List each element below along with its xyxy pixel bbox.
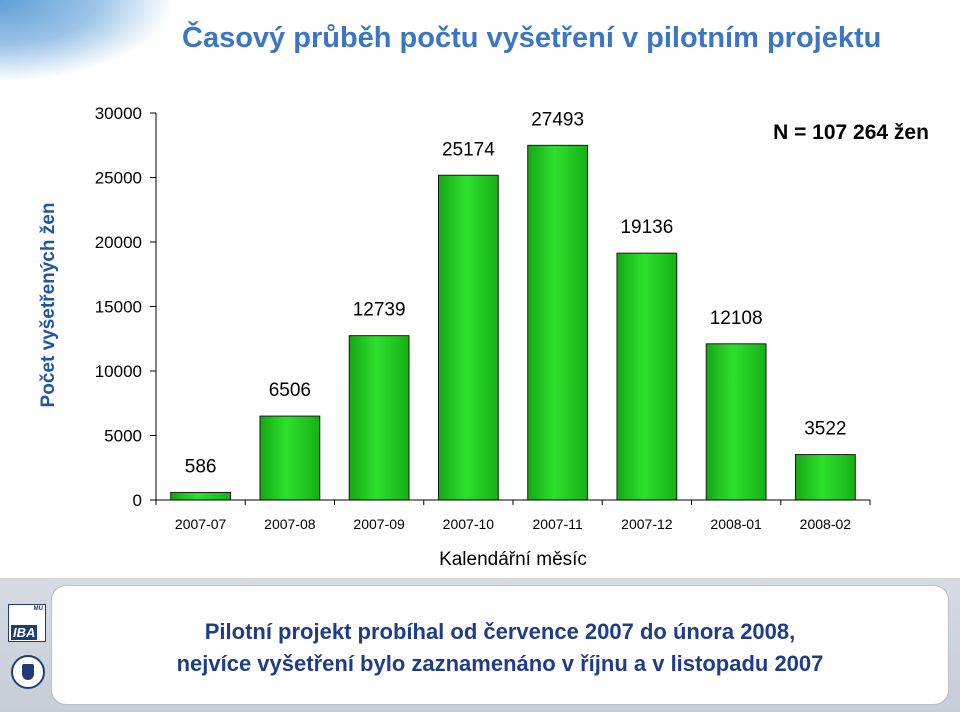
data-label-2008-02: 3522: [804, 419, 846, 440]
footer-panel: [52, 586, 948, 704]
x-axis-label: Kalendářní měsíc: [439, 549, 587, 570]
university-seal-icon: [11, 655, 45, 689]
y-tick-label: 20000: [95, 233, 142, 252]
data-label-2008-01: 12108: [710, 308, 763, 329]
data-label-2007-07: 586: [185, 456, 217, 477]
footer-line-2: nejvíce vyšetření bylo zaznamenáno v říj…: [176, 651, 824, 676]
data-labels: 586 6506 12739 25174 27493 19136 12108 3522: [185, 109, 847, 477]
y-tick-label: 10000: [95, 362, 142, 381]
bar-2007-11: [527, 144, 589, 501]
data-label-2007-11: 27493: [531, 109, 584, 130]
footer-summary: Pilotní projekt probíhal od července 200…: [52, 616, 948, 680]
y-tick-label: 15000: [95, 298, 142, 317]
y-axis: 0 5000 10000 15000 20000 25000 30000: [95, 104, 157, 510]
data-label-2007-09: 12739: [353, 300, 406, 321]
bar-2008-01: [705, 343, 767, 501]
bar-2007-07: [170, 491, 232, 501]
x-tick-label: 2007-10: [443, 516, 495, 532]
iba-logo: MU IBA: [8, 604, 46, 642]
x-tick-label: 2007-11: [532, 516, 583, 532]
y-tick-label: 25000: [95, 169, 142, 188]
y-tick-label: 0: [133, 491, 142, 510]
x-tick-label: 2008-02: [800, 516, 852, 532]
page-title: Časový průběh počtu vyšetření v pilotním…: [182, 22, 882, 54]
x-tick-label: 2007-07: [175, 516, 227, 532]
y-tick-label: 5000: [104, 427, 142, 446]
bars: [170, 144, 856, 501]
x-tick-label: 2007-12: [621, 516, 673, 532]
data-label-2007-12: 19136: [620, 217, 673, 238]
x-tick-label: 2007-08: [264, 516, 316, 532]
data-label-2007-08: 6506: [269, 380, 311, 401]
corner-decoration: [0, 0, 170, 80]
x-axis: 2007-07 2007-08 2007-09 2007-10 2007-11 2007-…: [155, 499, 871, 532]
y-axis-label: Počet vyšetřených žen: [38, 203, 59, 408]
y-tick-label: 30000: [95, 104, 142, 123]
bar-2008-02: [794, 454, 856, 501]
sample-size-annotation: N = 107 264 žen: [773, 121, 929, 144]
x-tick-label: 2008-01: [710, 516, 762, 532]
bar-2007-09: [348, 335, 410, 501]
bar-chart: 0 5000 10000 15000 20000 25000 30000 586 6506 12…: [38, 104, 929, 570]
bar-2007-10: [437, 174, 499, 501]
bar-2007-12: [616, 252, 678, 501]
footer-line-1: Pilotní projekt probíhal od července 200…: [204, 619, 796, 644]
bar-2007-08: [259, 415, 321, 501]
x-tick-label: 2007-09: [353, 516, 405, 532]
data-label-2007-10: 25174: [442, 139, 495, 160]
